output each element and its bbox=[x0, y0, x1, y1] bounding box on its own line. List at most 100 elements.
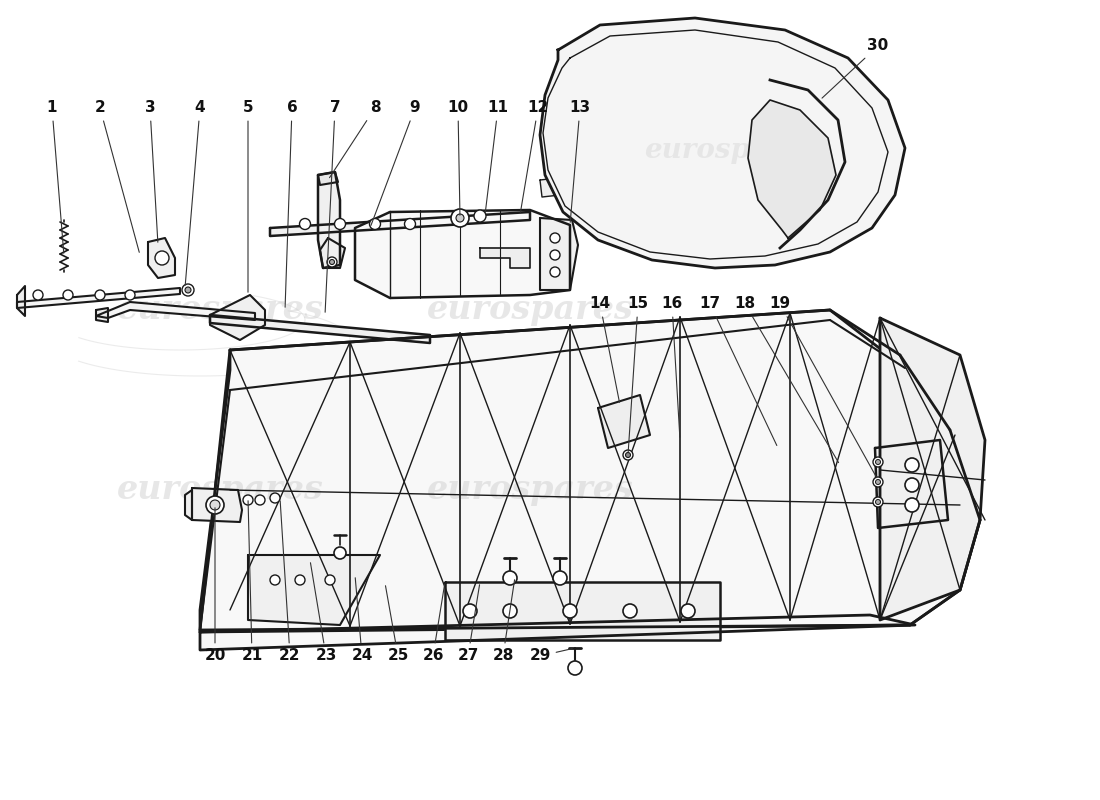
Circle shape bbox=[324, 575, 336, 585]
Text: 6: 6 bbox=[285, 101, 297, 307]
Text: 15: 15 bbox=[627, 297, 649, 452]
Polygon shape bbox=[210, 295, 265, 340]
Circle shape bbox=[876, 499, 880, 505]
Text: eurospares: eurospares bbox=[645, 137, 816, 163]
Polygon shape bbox=[480, 248, 530, 268]
Text: 23: 23 bbox=[310, 562, 337, 663]
Circle shape bbox=[905, 498, 918, 512]
Text: eurospares: eurospares bbox=[427, 474, 634, 506]
Circle shape bbox=[370, 218, 381, 230]
Polygon shape bbox=[210, 315, 430, 343]
Polygon shape bbox=[355, 210, 570, 298]
Polygon shape bbox=[270, 212, 530, 236]
Polygon shape bbox=[16, 288, 180, 308]
Text: 5: 5 bbox=[243, 101, 253, 292]
Text: 17: 17 bbox=[700, 297, 777, 446]
Text: 1: 1 bbox=[46, 101, 64, 254]
Circle shape bbox=[299, 218, 310, 230]
Polygon shape bbox=[96, 308, 108, 322]
Polygon shape bbox=[598, 395, 650, 448]
Circle shape bbox=[125, 290, 135, 300]
Polygon shape bbox=[148, 238, 175, 278]
Polygon shape bbox=[318, 172, 338, 185]
Text: 21: 21 bbox=[241, 501, 263, 663]
Polygon shape bbox=[874, 440, 948, 528]
Circle shape bbox=[873, 497, 883, 507]
Circle shape bbox=[405, 218, 416, 230]
Polygon shape bbox=[16, 286, 25, 316]
Circle shape bbox=[873, 457, 883, 467]
Circle shape bbox=[243, 495, 253, 505]
Text: 10: 10 bbox=[448, 101, 469, 215]
Polygon shape bbox=[748, 100, 836, 238]
Polygon shape bbox=[540, 178, 560, 197]
Text: 20: 20 bbox=[205, 508, 225, 663]
Circle shape bbox=[623, 450, 632, 460]
Circle shape bbox=[550, 250, 560, 260]
Circle shape bbox=[185, 287, 191, 293]
Circle shape bbox=[681, 604, 695, 618]
Text: 19: 19 bbox=[769, 297, 877, 478]
Circle shape bbox=[270, 493, 280, 503]
Polygon shape bbox=[540, 218, 578, 290]
Text: 26: 26 bbox=[422, 585, 444, 663]
Polygon shape bbox=[446, 582, 720, 640]
Circle shape bbox=[270, 575, 280, 585]
Circle shape bbox=[334, 547, 346, 559]
Text: 7: 7 bbox=[326, 101, 340, 312]
Text: 13: 13 bbox=[570, 101, 591, 222]
Text: 30: 30 bbox=[822, 38, 889, 98]
Text: 14: 14 bbox=[590, 297, 619, 402]
Circle shape bbox=[206, 496, 224, 514]
Polygon shape bbox=[192, 488, 242, 522]
Circle shape bbox=[876, 479, 880, 485]
Polygon shape bbox=[318, 172, 340, 268]
Circle shape bbox=[327, 257, 337, 267]
Circle shape bbox=[905, 458, 918, 472]
Circle shape bbox=[463, 604, 477, 618]
Text: 8: 8 bbox=[330, 101, 381, 178]
Text: 28: 28 bbox=[493, 580, 515, 663]
Circle shape bbox=[503, 571, 517, 585]
Text: 29: 29 bbox=[529, 649, 572, 663]
Circle shape bbox=[295, 575, 305, 585]
Circle shape bbox=[33, 290, 43, 300]
Text: 2: 2 bbox=[95, 101, 140, 252]
Text: 18: 18 bbox=[735, 297, 838, 462]
Text: 9: 9 bbox=[371, 101, 420, 226]
Polygon shape bbox=[185, 490, 192, 520]
Polygon shape bbox=[540, 18, 905, 268]
Polygon shape bbox=[200, 615, 915, 650]
Circle shape bbox=[876, 459, 880, 465]
Text: 3: 3 bbox=[145, 101, 157, 242]
Text: 4: 4 bbox=[185, 101, 206, 286]
Circle shape bbox=[563, 604, 578, 618]
Text: 12: 12 bbox=[520, 101, 549, 212]
Text: 25: 25 bbox=[385, 586, 409, 663]
Circle shape bbox=[474, 210, 486, 222]
Polygon shape bbox=[880, 318, 984, 620]
Text: 11: 11 bbox=[485, 101, 508, 212]
Circle shape bbox=[553, 571, 566, 585]
Text: eurospares: eurospares bbox=[117, 294, 323, 326]
Text: 16: 16 bbox=[661, 297, 683, 438]
Circle shape bbox=[456, 214, 464, 222]
Circle shape bbox=[95, 290, 104, 300]
Polygon shape bbox=[96, 302, 255, 320]
Circle shape bbox=[873, 477, 883, 487]
Circle shape bbox=[255, 495, 265, 505]
Text: 27: 27 bbox=[458, 585, 480, 663]
Circle shape bbox=[905, 478, 918, 492]
Circle shape bbox=[550, 233, 560, 243]
Circle shape bbox=[330, 259, 334, 265]
Circle shape bbox=[451, 209, 469, 227]
Circle shape bbox=[155, 251, 169, 265]
Text: 22: 22 bbox=[279, 501, 300, 663]
Circle shape bbox=[334, 218, 345, 230]
Circle shape bbox=[182, 284, 194, 296]
Circle shape bbox=[503, 604, 517, 618]
Circle shape bbox=[210, 500, 220, 510]
Polygon shape bbox=[248, 555, 380, 625]
Circle shape bbox=[623, 604, 637, 618]
Circle shape bbox=[568, 661, 582, 675]
